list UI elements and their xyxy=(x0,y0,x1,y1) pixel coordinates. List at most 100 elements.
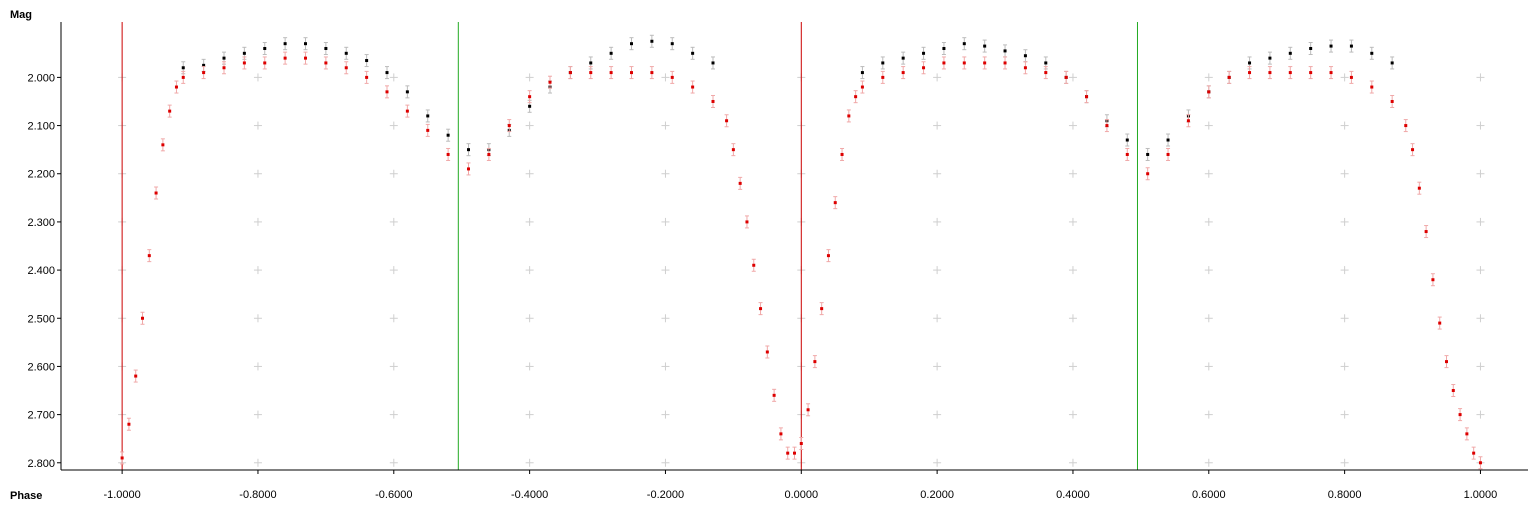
data-point xyxy=(609,66,614,80)
data-point xyxy=(1390,94,1395,108)
data-point xyxy=(846,109,851,123)
x-tick-label: -0.2000 xyxy=(647,489,684,501)
grid-plus xyxy=(933,121,942,130)
grid-plus xyxy=(389,410,398,419)
data-point xyxy=(758,302,763,316)
data-point xyxy=(167,104,172,118)
grid-plus xyxy=(525,73,534,82)
data-point xyxy=(826,249,831,263)
grid-plus xyxy=(1068,314,1077,323)
data-point xyxy=(1125,147,1130,161)
data-point xyxy=(806,403,811,417)
data-point xyxy=(860,66,865,80)
data-point xyxy=(1478,456,1483,470)
data-point xyxy=(303,51,308,65)
grid-plus xyxy=(525,169,534,178)
data-point xyxy=(174,80,179,94)
grid-plus xyxy=(933,314,942,323)
data-point xyxy=(283,51,288,65)
data-point xyxy=(1023,49,1028,63)
data-point xyxy=(880,56,885,70)
x-tick-label: -0.4000 xyxy=(511,489,548,501)
grid-plus xyxy=(253,362,262,371)
x-tick-label: 0.8000 xyxy=(1328,489,1362,501)
grid-plus xyxy=(1204,410,1213,419)
data-series-group xyxy=(181,34,1395,161)
data-point xyxy=(425,123,430,137)
grid-plus xyxy=(933,217,942,226)
data-point xyxy=(941,41,946,55)
data-point xyxy=(1104,119,1109,133)
data-point xyxy=(765,345,770,359)
grid-plus xyxy=(253,458,262,467)
data-point xyxy=(785,446,790,460)
grid-plus xyxy=(661,410,670,419)
grid-plus xyxy=(1204,266,1213,275)
axes xyxy=(60,22,1528,471)
data-point xyxy=(262,56,267,70)
y-tick-label: 2.600 xyxy=(27,361,55,373)
grid-plus xyxy=(1204,217,1213,226)
grid-plus xyxy=(1476,314,1485,323)
grid-plus xyxy=(389,458,398,467)
data-point xyxy=(242,56,247,70)
grid-plus xyxy=(389,266,398,275)
data-point xyxy=(1403,119,1408,133)
grid-plus xyxy=(525,410,534,419)
data-point xyxy=(1444,355,1449,369)
grid-plus xyxy=(1476,217,1485,226)
grid-plus xyxy=(661,362,670,371)
grid-plus xyxy=(253,73,262,82)
data-point xyxy=(1417,181,1422,195)
data-point xyxy=(201,66,206,80)
grid-plus xyxy=(389,217,398,226)
grid-plus xyxy=(525,362,534,371)
data-point xyxy=(1247,66,1252,80)
x-tick-labels: -1.0000 -0.8000 -0.6000 -0.4000 -0.2000 0.000… xyxy=(103,470,1497,501)
grid-plus xyxy=(1068,169,1077,178)
grid-plus xyxy=(389,362,398,371)
data-point xyxy=(385,85,389,99)
data-point xyxy=(840,147,845,161)
y-tick-label: 2.500 xyxy=(27,313,55,325)
data-point xyxy=(1084,90,1089,104)
x-tick-label: 1.0000 xyxy=(1464,489,1498,501)
data-point xyxy=(405,104,410,118)
phase-marker-lines xyxy=(121,22,1138,470)
grid-plus xyxy=(253,410,262,419)
data-point xyxy=(1369,80,1374,94)
data-point xyxy=(126,417,131,431)
data-point xyxy=(160,138,165,152)
data-point xyxy=(649,34,654,48)
data-point xyxy=(982,56,987,70)
x-tick-label: -0.8000 xyxy=(239,489,276,501)
data-point xyxy=(1369,46,1374,60)
grid-plus xyxy=(1068,121,1077,130)
data-point xyxy=(385,66,389,80)
data-point xyxy=(344,46,349,60)
data-point xyxy=(466,143,471,157)
x-tick-label: -0.6000 xyxy=(375,489,412,501)
data-point xyxy=(1227,70,1232,84)
data-point xyxy=(1437,316,1442,330)
y-tick-label: 2.400 xyxy=(27,265,55,277)
data-point xyxy=(744,215,749,229)
grid-plus xyxy=(661,266,670,275)
data-point xyxy=(1424,225,1429,239)
grid-plus xyxy=(1476,169,1485,178)
grid-plus xyxy=(1068,410,1077,419)
grid-plus xyxy=(253,314,262,323)
x-axis-title: Phase xyxy=(10,490,42,502)
grid-plus xyxy=(661,217,670,226)
grid-plus xyxy=(1476,410,1485,419)
grid-plus xyxy=(525,458,534,467)
data-point xyxy=(833,196,838,210)
x-tick-label: -1.0000 xyxy=(103,489,140,501)
data-point xyxy=(1349,70,1354,84)
data-point xyxy=(1458,408,1463,422)
grid-plus xyxy=(1340,121,1349,130)
data-point xyxy=(1390,56,1395,70)
grid-plus xyxy=(525,121,534,130)
data-point xyxy=(1430,273,1435,287)
